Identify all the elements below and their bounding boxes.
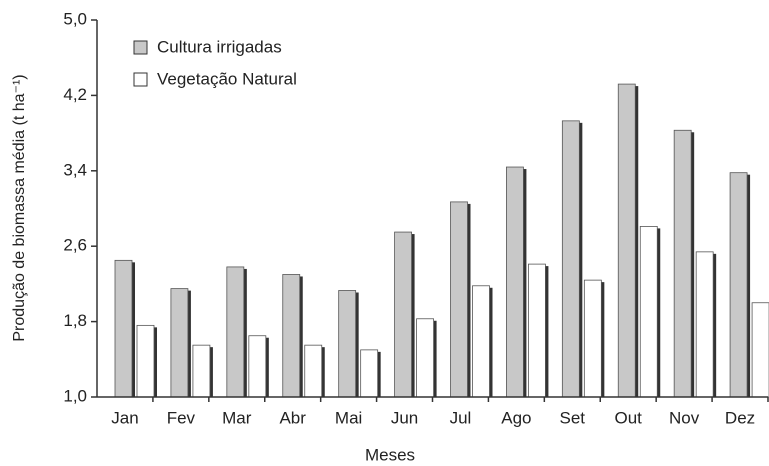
bar	[192, 344, 211, 398]
legend-swatch	[133, 72, 148, 87]
bar	[673, 129, 692, 398]
bar	[282, 274, 301, 398]
y-tick-label: 5,0	[63, 9, 87, 28]
x-tick-label: Jun	[391, 408, 418, 427]
bar	[416, 318, 434, 398]
x-tick-label: Fev	[167, 408, 196, 427]
bar	[226, 266, 245, 398]
bar	[394, 231, 412, 398]
y-axis-label: Produção de biomassa média (t ha⁻¹)	[11, 74, 28, 341]
legend-label: Cultura irrigadas	[157, 37, 282, 56]
y-tick-label: 2,6	[63, 236, 87, 255]
bar	[583, 279, 602, 398]
y-tick-label: 1,0	[63, 386, 87, 405]
bar	[450, 201, 468, 398]
x-tick-label: Dez	[725, 408, 755, 427]
bar	[506, 166, 524, 398]
bar	[136, 324, 155, 398]
bar	[114, 259, 133, 398]
x-tick-label: Jul	[450, 408, 472, 427]
bar	[695, 251, 714, 398]
y-tick-label: 1,8	[63, 311, 87, 330]
bar	[528, 263, 546, 398]
x-tick-label: Set	[560, 408, 586, 427]
x-tick-label: Nov	[669, 408, 700, 427]
bar	[472, 285, 490, 398]
x-tick-label: Mar	[222, 408, 252, 427]
x-axis-label: Meses	[365, 445, 415, 464]
legend-label: Vegetação Natural	[157, 69, 297, 88]
bar	[561, 120, 580, 398]
bar	[338, 290, 357, 398]
legend-swatch	[133, 40, 148, 55]
bar	[639, 226, 658, 398]
x-tick-label: Ago	[501, 408, 531, 427]
bar	[360, 349, 379, 398]
y-tick-label: 3,4	[63, 160, 87, 179]
y-tick-label: 4,2	[63, 85, 87, 104]
x-tick-label: Jan	[111, 408, 138, 427]
bar	[617, 83, 636, 398]
x-tick-label: Mai	[335, 408, 362, 427]
bar	[248, 335, 267, 398]
bar	[751, 302, 769, 398]
bar	[170, 288, 189, 398]
x-tick-label: Abr	[279, 408, 306, 427]
bar	[304, 344, 323, 398]
bar	[729, 172, 748, 398]
x-tick-label: Out	[615, 408, 643, 427]
